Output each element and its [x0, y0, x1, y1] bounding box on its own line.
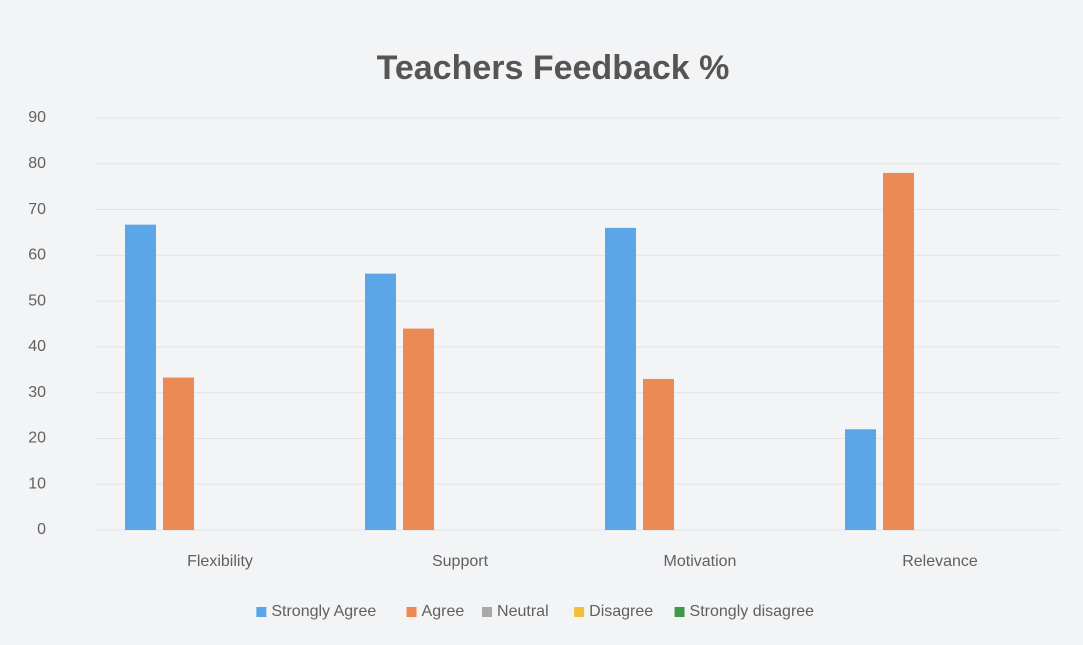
x-tick-label: Support: [432, 553, 489, 570]
y-tick-label: 0: [37, 521, 46, 538]
bar: [125, 224, 156, 530]
y-tick-label: 20: [28, 430, 46, 447]
legend-swatch: [406, 607, 417, 617]
y-tick-label: 80: [28, 155, 46, 172]
bar: [605, 227, 636, 530]
y-tick-label: 60: [28, 247, 46, 264]
legend-swatch: [674, 607, 685, 617]
chart-title: Teachers Feedback %: [377, 49, 730, 87]
bar: [365, 273, 396, 530]
bar: [163, 377, 194, 530]
x-tick-label: Relevance: [902, 553, 978, 570]
legend-label: Strongly disagree: [690, 603, 815, 620]
bar: [883, 172, 914, 530]
x-tick-label: Flexibility: [187, 553, 253, 570]
bar: [403, 328, 434, 530]
x-tick-label: Motivation: [664, 553, 737, 570]
legend-swatch: [574, 607, 585, 617]
bar: [845, 429, 876, 530]
y-tick-label: 30: [28, 384, 46, 401]
legend-label: Agree: [422, 603, 465, 620]
y-tick-label: 50: [28, 292, 46, 309]
y-tick-label: 90: [28, 109, 46, 126]
legend-label: Disagree: [589, 603, 653, 620]
bar: [643, 378, 674, 530]
legend-label: Strongly Agree: [271, 603, 376, 620]
y-tick-label: 70: [28, 201, 46, 218]
legend-swatch: [256, 607, 267, 617]
legend-label: Neutral: [497, 603, 549, 620]
y-tick-label: 10: [28, 475, 46, 492]
legend-swatch: [482, 607, 493, 617]
y-tick-label: 40: [28, 338, 46, 355]
